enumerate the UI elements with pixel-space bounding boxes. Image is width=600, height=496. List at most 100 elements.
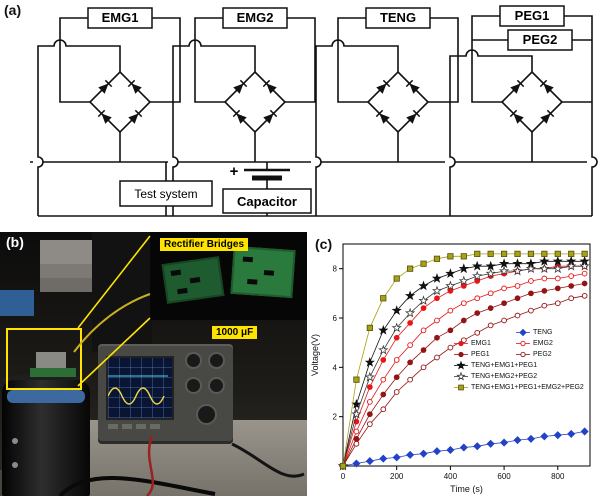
panel-chart: (c) 0 200 400 600 800 2 4 6 8 Time (s) Voltage(V) …	[307, 232, 600, 496]
scope-button	[108, 424, 118, 429]
marker-circle	[460, 317, 467, 324]
legend-marker-icon	[516, 340, 530, 347]
legend-entry-TENG+EMG1+PEG1: TENG+EMG1+PEG1	[453, 361, 537, 370]
test-system-box	[119, 180, 213, 207]
blue-tape-band	[7, 390, 85, 403]
rectifier-bridge-3	[368, 72, 428, 132]
marker-circle	[541, 288, 548, 294]
scope-knob	[185, 377, 202, 394]
marker-circle	[447, 327, 454, 334]
marker-circle	[474, 310, 481, 316]
marker-square	[339, 462, 347, 470]
marker-circle	[528, 278, 534, 284]
marker-circle	[474, 295, 481, 302]
marker-star	[539, 255, 550, 266]
bolt	[12, 438, 18, 444]
marker-diamond	[419, 449, 428, 458]
teng-box	[365, 7, 431, 29]
marker-star	[364, 357, 375, 367]
highlight-rectangle	[6, 328, 82, 390]
circuit-schematic: EMG1 EMG2 TENG PEG1	[30, 5, 598, 217]
marker-square	[458, 384, 464, 391]
marker-square	[568, 250, 575, 257]
rectifier-bridge-1	[90, 72, 150, 132]
marker-circle	[487, 305, 494, 311]
marker-circle	[554, 275, 561, 282]
legend-label: PEG1	[471, 351, 490, 358]
marker-circle	[434, 295, 440, 302]
marker-diamond	[379, 454, 388, 463]
legend-row: PEG1 PEG2	[453, 350, 584, 359]
marker-circle	[366, 421, 373, 427]
marker-circle	[380, 357, 387, 363]
plot-frame	[342, 243, 591, 467]
marker-star	[445, 268, 456, 278]
legend-label: TENG+EMG2+PEG2	[471, 373, 538, 380]
legend-marker-icon	[454, 372, 468, 381]
marker-circle	[528, 307, 534, 314]
marker-circle	[380, 391, 387, 398]
marker-circle	[487, 290, 494, 297]
y-tick-label: 8	[333, 265, 338, 274]
marker-star	[404, 290, 416, 301]
marker-diamond	[580, 427, 589, 436]
marker-diamond	[553, 431, 562, 440]
marker-circle	[407, 320, 413, 326]
marker-circle	[568, 283, 575, 289]
capacitance-label: 1000 μF	[212, 326, 258, 339]
marker-square	[500, 250, 508, 257]
background-panel	[92, 232, 152, 352]
emg2-box	[222, 7, 288, 29]
marker-diamond	[473, 442, 482, 451]
legend-label: TENG	[533, 329, 553, 336]
marker-circle	[460, 300, 467, 307]
marker-star	[456, 372, 466, 381]
scope-button	[150, 424, 160, 429]
marker-circle	[366, 399, 373, 405]
legend-entry-PEG2: PEG2	[515, 350, 573, 359]
legend-marker-icon	[454, 340, 468, 347]
marker-diamond	[500, 438, 509, 447]
marker-diamond	[459, 443, 468, 452]
y-axis-label: Voltage(V)	[310, 334, 320, 376]
scope-knob	[196, 404, 217, 425]
x-axis-label: Time (s)	[450, 484, 483, 494]
legend-spacer	[453, 328, 511, 337]
panel-circuit: (a) EMG1	[0, 0, 600, 232]
marker-star	[418, 280, 429, 291]
rectifier-bridge-4	[502, 72, 562, 132]
marker-circle	[434, 334, 440, 341]
x-tick-label: 200	[390, 472, 404, 481]
marker-circle	[460, 337, 467, 344]
marker-star	[458, 275, 469, 286]
peg1-label: PEG1	[515, 8, 550, 23]
shelf-box	[40, 240, 92, 292]
peg2-box	[507, 29, 573, 51]
legend-entry-PEG1: PEG1	[453, 350, 511, 359]
scope-knob	[208, 377, 225, 394]
green-pcb-2	[230, 245, 296, 299]
marker-circle	[581, 280, 588, 287]
marker-circle	[458, 351, 464, 358]
marker-star	[391, 305, 402, 315]
peg1-box	[499, 5, 565, 27]
marker-circle	[520, 340, 526, 347]
marker-diamond	[513, 436, 522, 445]
marker-circle	[528, 290, 534, 297]
emg1-box	[87, 7, 153, 29]
marker-circle	[393, 374, 400, 381]
marker-circle	[554, 300, 561, 307]
legend-row: EMG1 EMG2	[453, 339, 584, 348]
marker-circle	[434, 354, 440, 361]
marker-circle	[380, 376, 387, 383]
scope-button	[122, 424, 132, 429]
legend-label: TENG+EMG1+PEG1+EMG2+PEG2	[471, 384, 584, 391]
y-tick-label: 2	[333, 413, 338, 422]
marker-star	[566, 260, 577, 271]
marker-star	[512, 258, 523, 269]
marker-circle	[460, 283, 467, 289]
device-block	[36, 352, 66, 368]
marker-circle	[458, 340, 464, 347]
marker-circle	[501, 300, 507, 307]
